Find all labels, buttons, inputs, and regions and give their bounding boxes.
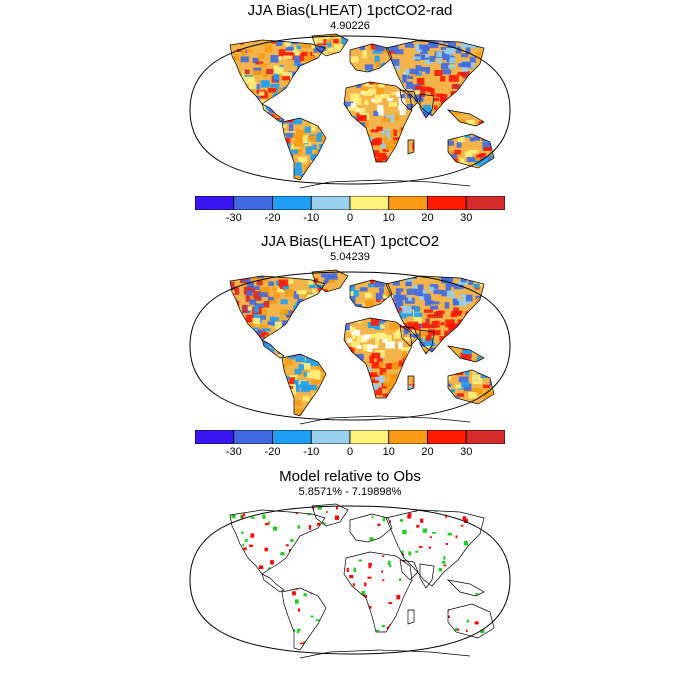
- coastline-sa: [281, 353, 327, 417]
- coastline-india: [419, 93, 435, 119]
- colorbar-swatch: [272, 196, 312, 210]
- coastline-sa: [281, 117, 327, 181]
- panel3-subtitle: 5.8571% - 7.19898%: [298, 486, 402, 498]
- coastline-seasia: [446, 109, 485, 127]
- coastline-madagascar: [407, 375, 415, 391]
- coastline-arabia: [399, 559, 419, 581]
- coastline-europe: [349, 279, 393, 309]
- map-projection-outline: [189, 505, 511, 655]
- coastline-australia: [447, 603, 495, 639]
- colorbar-tick-label: -10: [303, 446, 320, 458]
- colorbar-swatch: [272, 430, 312, 444]
- coastline-asia: [385, 275, 485, 353]
- land-region-sa: [282, 118, 326, 180]
- coastline-greenland: [311, 503, 349, 527]
- coastline-asia: [385, 39, 485, 117]
- colorbar-swatch: [349, 430, 390, 444]
- relative-field: [230, 505, 494, 650]
- coastline-ca: [261, 103, 285, 123]
- colorbar-swatch: [465, 196, 505, 210]
- colorbar-tick-label: 30: [460, 212, 473, 224]
- panel2-subtitle: 5.04239: [330, 251, 370, 263]
- land-region-asia: [386, 40, 484, 116]
- colorbar-swatch: [388, 430, 428, 444]
- coastline-europe: [349, 513, 393, 543]
- colorbar-tick-label: 10: [382, 212, 395, 224]
- colorbar-tick-label: -30: [225, 446, 242, 458]
- colorbar-swatch: [310, 196, 351, 210]
- coastline-madagascar: [407, 609, 415, 625]
- map-projection-outline: [189, 35, 511, 185]
- colorbar-tick-label: 0: [346, 212, 354, 224]
- coastline-africa: [343, 317, 413, 399]
- coastline-na: [229, 39, 326, 105]
- colorbar-swatch: [427, 430, 467, 444]
- colorbar-tick-label: 30: [460, 446, 473, 458]
- colorbar-tick-label: 20: [421, 212, 434, 224]
- colorbar-swatch: [388, 196, 428, 210]
- panel3-title: Model relative to Obs: [279, 468, 421, 485]
- colorbar-tick-label: 0: [346, 446, 354, 458]
- panel3-relative-map: [189, 503, 511, 659]
- colorbar-tick-label: -10: [303, 212, 320, 224]
- colorbar-swatch: [349, 196, 390, 210]
- coastline-africa: [343, 81, 413, 163]
- panel1-colorbar-labels: -30 -20 -10 0 10 20 30: [195, 212, 505, 226]
- coastline-antarctica: [299, 649, 471, 659]
- colorbar-swatch: [427, 196, 467, 210]
- coastline-antarctica: [299, 415, 471, 425]
- coastline-greenland: [311, 33, 349, 57]
- coastline-sa: [281, 587, 327, 651]
- coastline-seasia: [446, 345, 485, 363]
- colorbar-swatch: [233, 196, 273, 210]
- coastline-seasia: [446, 579, 485, 597]
- colorbar-swatch: [465, 430, 505, 444]
- coastline-india: [419, 329, 435, 355]
- coastline-arabia: [399, 89, 419, 111]
- coastline-ca: [261, 339, 285, 359]
- coastline-australia: [447, 369, 495, 405]
- coastline-asia: [385, 509, 485, 587]
- coastline-africa: [343, 551, 413, 633]
- colorbar-swatch: [233, 430, 273, 444]
- coastline-na: [229, 509, 326, 575]
- colorbar-swatch: [195, 430, 235, 444]
- map-projection-outline: [189, 271, 511, 421]
- panel2-colorbar: [195, 430, 505, 444]
- colorbar-tick-label: 10: [382, 446, 395, 458]
- coastline-ca: [261, 573, 285, 593]
- coastline-europe: [349, 43, 393, 73]
- colorbar-tick-label: 20: [421, 446, 434, 458]
- panel2-title: JJA Bias(LHEAT) 1pctCO2: [260, 233, 440, 250]
- coastline-antarctica: [299, 179, 471, 189]
- colorbar-swatch: [310, 430, 351, 444]
- colorbar-tick-label: -20: [264, 212, 281, 224]
- panel1-colorbar: [195, 196, 505, 210]
- coastline-india: [419, 563, 435, 589]
- coastline-australia: [447, 133, 495, 169]
- coastline-madagascar: [407, 139, 415, 155]
- panel1-bias-map: [189, 33, 511, 189]
- coastline-na: [229, 275, 326, 341]
- coastline-greenland: [311, 269, 349, 293]
- colorbar-swatch: [195, 196, 235, 210]
- panel2-colorbar-labels: -30 -20 -10 0 10 20 30: [195, 446, 505, 460]
- colorbar-tick-label: -30: [225, 212, 242, 224]
- colorbar-tick-label: -20: [264, 446, 281, 458]
- coastline-arabia: [399, 325, 419, 347]
- panel2-bias-map: [189, 269, 511, 425]
- panel1-title: JJA Bias(LHEAT) 1pctCO2-rad: [247, 2, 453, 19]
- panel1-subtitle: 4.90226: [330, 20, 370, 32]
